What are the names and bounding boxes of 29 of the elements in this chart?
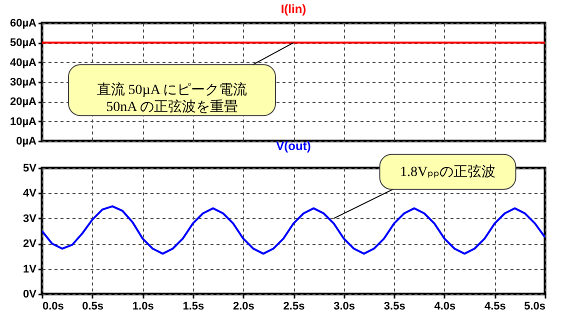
x-tick-label: 3.5s [384, 300, 406, 312]
y-tick-label: 20µA [10, 96, 37, 108]
x-tick-label: 0.0s [42, 300, 64, 312]
y-tick-label: 1V [23, 263, 38, 276]
x-tick-label: 2.0s [232, 300, 254, 312]
x-tick-label: 5.0s [524, 300, 546, 312]
y-tick-label: 0V [23, 288, 38, 300]
chart-title: V(out) [276, 138, 311, 153]
x-tick-label: 1.0s [132, 300, 154, 312]
x-tick-label: 0.5s [82, 300, 104, 312]
y-tick-label: 10µA [10, 116, 37, 128]
y-tick-label: 4V [23, 188, 38, 200]
y-tick-label: 50µA [10, 37, 37, 50]
y-tick-label: 60µA [10, 18, 37, 30]
y-tick-label: 40µA [10, 56, 37, 69]
line-series [42, 205, 545, 255]
y-tick-label: 2V [23, 238, 38, 250]
y-tick-label: 5V [23, 162, 38, 174]
annotation: 1.8Vₚₚの正弦波 [400, 164, 496, 180]
y-tick-label: 3V [23, 212, 38, 225]
annotation: 直流 50µA にピーク電流 50nA の正弦波を重畳 [96, 82, 248, 116]
x-tick-label: 4.0s [434, 300, 456, 312]
y-tick-label: 30µA [10, 76, 37, 88]
x-tick-label: 3.0s [334, 300, 356, 312]
x-tick-label: 2.5s [283, 300, 305, 312]
chart-title: I(lin) [280, 2, 306, 16]
y-tick-label: 0µA [16, 136, 37, 148]
x-tick-label: 1.5s [182, 300, 204, 312]
x-tick-label: 4.5s [484, 300, 506, 312]
